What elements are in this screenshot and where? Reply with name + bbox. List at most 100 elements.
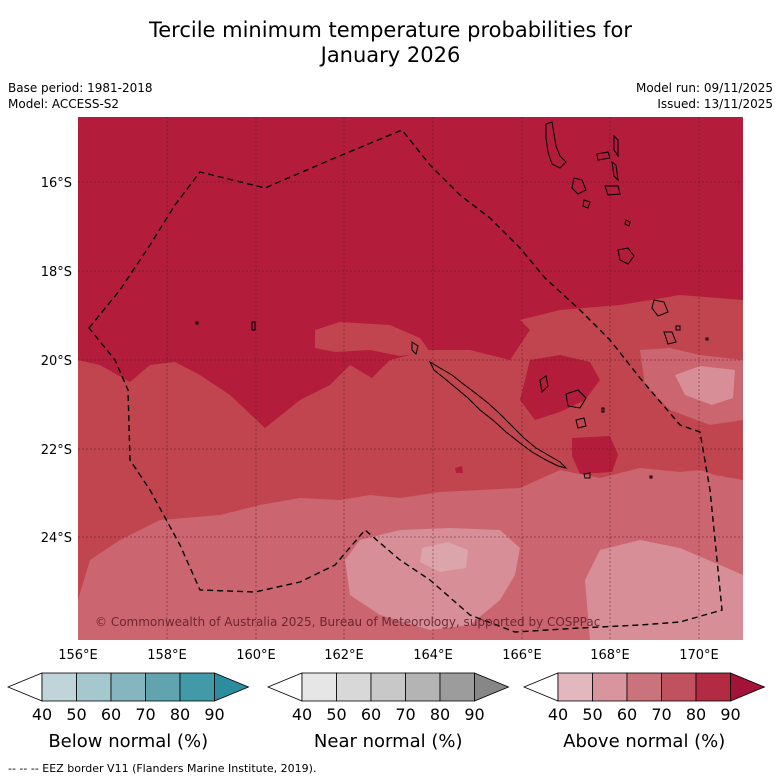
- near-normal-tick-label: 40: [292, 705, 312, 724]
- near-normal-tick-label: 90: [464, 705, 484, 724]
- vanuatu-maewo: [613, 134, 619, 158]
- field-above-50-60-core: [420, 542, 468, 572]
- lon-tick-162: 162°E: [324, 648, 364, 663]
- above-normal-upper-extension: [730, 672, 766, 702]
- below-normal-upper-extension: [214, 672, 250, 702]
- below-normal-segment: [179, 672, 215, 702]
- lon-tick-160: 160°E: [236, 648, 276, 663]
- above-normal-segment: [557, 672, 593, 702]
- latitude-labels: 16°S 18°S 20°S 22°S 24°S: [41, 176, 72, 546]
- small-islet-6: [195, 321, 199, 325]
- below-normal-tick-label: 70: [135, 705, 155, 724]
- lon-tick-170: 170°E: [679, 648, 719, 663]
- copyright-notice: © Commonwealth of Australia 2025, Bureau…: [95, 615, 600, 629]
- probability-field: [78, 117, 743, 640]
- small-islet-2: [582, 199, 591, 209]
- below-normal-tick-label: 40: [32, 705, 52, 724]
- below-normal-tick-label: 50: [66, 705, 86, 724]
- island-south-small: [583, 472, 591, 479]
- above-normal-tick-label: 40: [548, 705, 568, 724]
- below-normal-colorbar: 40 50 60 70 80 90 Below normal (%): [6, 672, 250, 752]
- lon-tick-168: 168°E: [590, 648, 630, 663]
- near-normal-lower-extension: [266, 672, 303, 702]
- vanuatu-pentecost: [611, 160, 619, 182]
- issued-date: Issued: 13/11/2025: [657, 97, 773, 111]
- near-normal-segment: [336, 672, 372, 702]
- below-normal-tick-label: 60: [101, 705, 121, 724]
- lat-tick-22s: 22°S: [41, 443, 72, 458]
- run-info: Model run: 09/11/2025 Issued: 13/11/2025: [636, 80, 773, 112]
- near-normal-upper-extension: [474, 672, 510, 702]
- small-islet-7: [649, 475, 653, 479]
- above-normal-tick-label: 80: [686, 705, 706, 724]
- model-run: Model run: 09/11/2025: [635, 81, 773, 95]
- lon-tick-166: 166°E: [502, 648, 542, 663]
- below-normal-tick-label: 80: [170, 705, 190, 724]
- above-normal-segment: [695, 672, 731, 702]
- near-normal-tick-label: 80: [430, 705, 450, 724]
- small-islet-3: [251, 321, 256, 331]
- loyalty-mare: [575, 417, 587, 429]
- small-islet-1: [624, 219, 631, 227]
- below-normal-label: Below normal (%): [48, 731, 208, 752]
- vanuatu-espiritu-santo: [545, 121, 567, 169]
- above-normal-tick-label: 90: [720, 705, 740, 724]
- near-normal-segment: [301, 672, 337, 702]
- lon-tick-156: 156°E: [58, 648, 98, 663]
- field-above-50-60-south: [345, 528, 520, 630]
- map-title: Tercile minimum temperature probabilitie…: [0, 18, 781, 68]
- below-normal-tick-label: 90: [204, 705, 224, 724]
- near-normal-segment: [439, 672, 475, 702]
- near-normal-segment: [370, 672, 406, 702]
- model-info: Base period: 1981-2018 Model: ACCESS-S2: [8, 80, 153, 112]
- below-normal-segment: [41, 672, 77, 702]
- loyalty-ouvea: [539, 375, 549, 394]
- model-name: Model: ACCESS-S2: [8, 97, 120, 111]
- above-normal-segment: [626, 672, 662, 702]
- coastlines: [195, 121, 709, 479]
- vanuatu-efate: [617, 247, 635, 265]
- lat-tick-16s: 16°S: [41, 176, 72, 191]
- lon-tick-158: 158°E: [147, 648, 187, 663]
- eez-border: [88, 129, 723, 633]
- small-islet-5: [705, 337, 709, 341]
- new-caledonia-island: [428, 360, 568, 469]
- near-normal-segment: [405, 672, 441, 702]
- title-line-1: Tercile minimum temperature probabilitie…: [148, 18, 633, 42]
- below-normal-segment: [145, 672, 181, 702]
- above-normal-segment: [661, 672, 697, 702]
- above-normal-tick-label: 60: [617, 705, 637, 724]
- vanuatu-erromango: [651, 299, 669, 317]
- above-normal-tick-label: 50: [582, 705, 602, 724]
- field-above-50-60-ne: [675, 366, 735, 405]
- title-line-2: January 2026: [320, 43, 461, 67]
- field-above-80-90-islands: [455, 355, 618, 474]
- lon-tick-164: 164°E: [413, 648, 453, 663]
- graticule: [78, 117, 743, 640]
- small-islet-4: [601, 407, 605, 413]
- loyalty-lifou: [565, 389, 587, 409]
- above-normal-tick-label: 70: [651, 705, 671, 724]
- below-normal-lower-extension: [6, 672, 43, 702]
- near-normal-tick-label: 50: [326, 705, 346, 724]
- colorbar-legends: 40 50 60 70 80 90 Below normal (%) 40 50 60 70 80 90…: [6, 672, 766, 752]
- vanuatu-tanna: [663, 331, 677, 345]
- above-normal-segment: [592, 672, 628, 702]
- above-normal-label: Above normal (%): [563, 731, 725, 752]
- below-normal-segment: [76, 672, 112, 702]
- lat-tick-20s: 20°S: [41, 354, 72, 369]
- near-normal-label: Near normal (%): [314, 731, 463, 752]
- above-normal-colorbar: 40 50 60 70 80 90 Above normal (%): [522, 672, 766, 752]
- above-normal-lower-extension: [522, 672, 559, 702]
- vanuatu-malekula: [571, 177, 587, 195]
- lat-tick-18s: 18°S: [41, 265, 72, 280]
- eez-footnote: -- -- -- EEZ border V11 (Flanders Marine…: [8, 762, 317, 775]
- below-normal-segment: [110, 672, 146, 702]
- vanuatu-ambrym: [604, 185, 621, 196]
- vanuatu-aneityum: [675, 325, 681, 331]
- near-normal-tick-label: 70: [395, 705, 415, 724]
- island-north-a: [411, 341, 419, 355]
- vanuatu-ambae: [596, 151, 611, 161]
